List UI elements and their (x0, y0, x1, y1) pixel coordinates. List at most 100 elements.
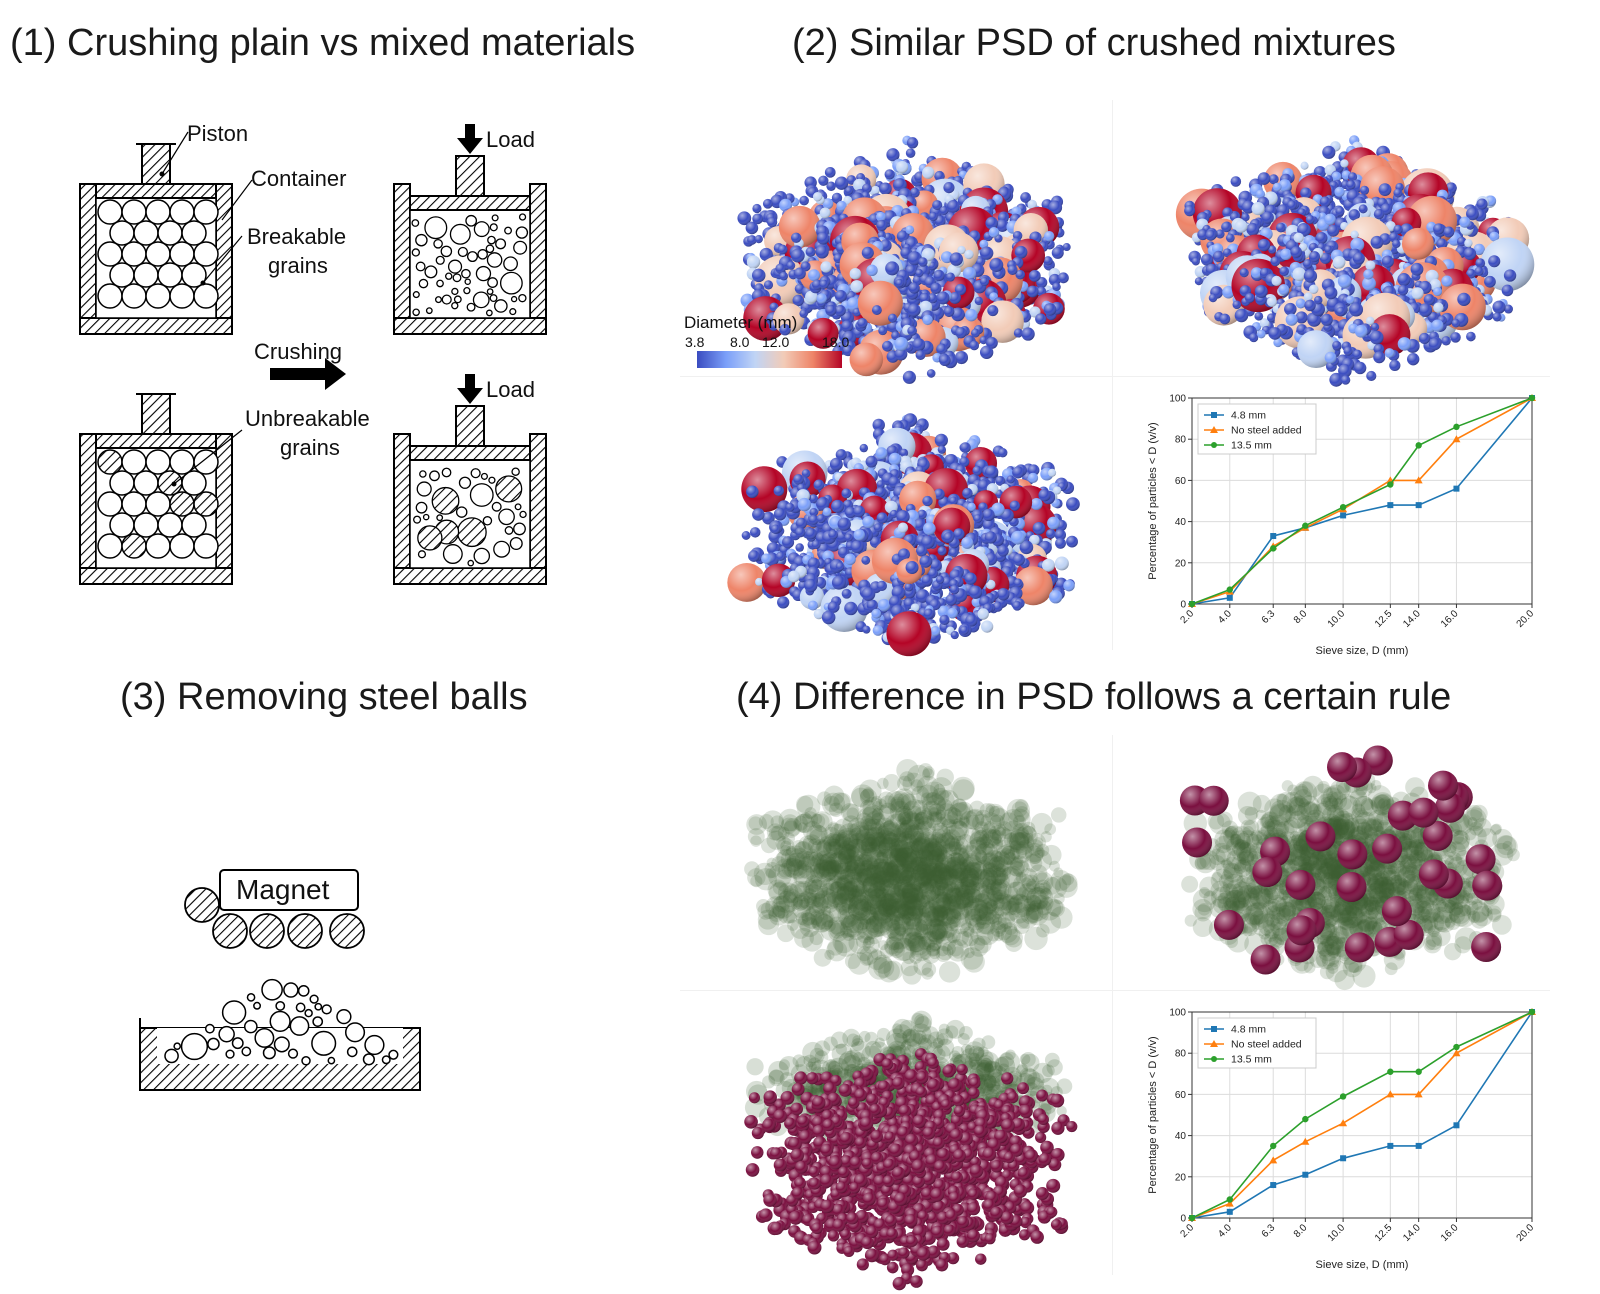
crushed-fragment (447, 259, 463, 274)
crushed-fragment (417, 550, 427, 559)
particle (1230, 176, 1242, 187)
crushed-fragment (411, 248, 420, 257)
particle (1492, 300, 1506, 314)
particle (949, 548, 959, 557)
load-arrow-icon (457, 124, 483, 154)
particle (936, 291, 950, 305)
particle (1053, 486, 1062, 495)
label-piston: Piston (187, 121, 248, 147)
particle (1261, 211, 1274, 224)
container-plain-before (79, 131, 253, 335)
unbreakable-grain (417, 525, 443, 551)
crushed-fragment (442, 544, 463, 564)
particle (1373, 351, 1386, 364)
particle (796, 795, 814, 813)
container-wall-right (529, 433, 547, 585)
particle (1256, 329, 1266, 339)
particle (746, 255, 761, 269)
particle (1347, 172, 1358, 182)
particle (1234, 219, 1248, 233)
particle (1239, 268, 1249, 278)
particle (1027, 199, 1037, 210)
breakable-grain (97, 241, 123, 267)
particle (954, 350, 969, 365)
particle (1428, 337, 1442, 351)
particle (922, 314, 933, 326)
label-container: Container (251, 166, 346, 192)
particle (1222, 248, 1232, 258)
particle (846, 297, 861, 311)
particle (1300, 161, 1309, 170)
particle (775, 551, 786, 561)
particle (779, 324, 791, 336)
container-wall-right (529, 183, 547, 335)
particle (904, 582, 914, 592)
colorbar-title: Diameter (mm) (684, 313, 797, 333)
crushed-grain (336, 1008, 352, 1025)
piston-rod (455, 155, 485, 198)
particle (828, 529, 838, 540)
leader-dot (200, 280, 206, 286)
crushed-fragment (464, 278, 471, 285)
magnet-schematic (139, 869, 421, 1091)
particle (1309, 284, 1319, 294)
particle (915, 350, 926, 360)
particle (1278, 284, 1290, 295)
particle (1303, 292, 1313, 302)
crushed-grain (283, 982, 299, 998)
particle (871, 305, 882, 315)
particle (907, 326, 917, 336)
crushed-grain (273, 1036, 290, 1053)
container-wall-left (393, 433, 411, 585)
particle (1320, 313, 1333, 326)
particle (955, 327, 967, 339)
particle (850, 280, 864, 293)
crushed-fragment (489, 223, 498, 232)
particle (1048, 590, 1063, 604)
particle (751, 268, 766, 283)
particle (816, 514, 826, 524)
colorbar-tick-2: 12.0 (762, 334, 789, 350)
particle (1324, 351, 1337, 364)
container-wall-right (215, 433, 233, 585)
particle (1285, 313, 1298, 326)
unbreakable-grain (431, 486, 460, 515)
crushed-grain (246, 993, 256, 1002)
particle (862, 515, 875, 529)
breakable-grain (145, 449, 171, 475)
particle (792, 294, 804, 307)
particle (1222, 285, 1235, 299)
particle (793, 474, 804, 485)
particle (957, 245, 966, 255)
particle (1009, 500, 1020, 511)
particle (1315, 231, 1328, 244)
particle (844, 533, 853, 542)
particle (1466, 268, 1476, 279)
colorbar-tick-1: 8.0 (730, 334, 749, 350)
particle (1365, 260, 1376, 271)
particle (1418, 332, 1431, 345)
particle (1503, 269, 1517, 282)
particle (947, 607, 958, 619)
crushed-fragment (440, 245, 453, 258)
particle (905, 148, 916, 158)
particle (1197, 229, 1209, 241)
particle (759, 247, 773, 262)
particle (939, 206, 949, 215)
particle (1254, 284, 1268, 298)
particle (1219, 313, 1231, 325)
particle (1212, 250, 1225, 263)
particle (752, 213, 763, 225)
particle (850, 540, 864, 554)
particle (1295, 298, 1306, 309)
container-wall-right (215, 183, 233, 335)
particle (954, 283, 967, 296)
crushed-fragment (489, 294, 498, 303)
label-breakable-2: grains (268, 253, 328, 279)
crushed-fragment (504, 526, 514, 535)
crushed-fragment (503, 256, 518, 272)
piston-rod (141, 143, 171, 186)
particle (852, 308, 861, 317)
tile-separator (680, 376, 1550, 377)
crushed-fragment (486, 288, 494, 295)
